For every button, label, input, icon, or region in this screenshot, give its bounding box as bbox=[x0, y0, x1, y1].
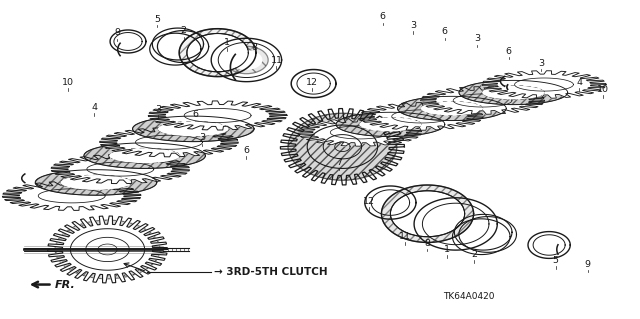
Text: 11: 11 bbox=[271, 56, 282, 65]
Text: 1: 1 bbox=[444, 245, 450, 254]
Text: 2: 2 bbox=[471, 250, 477, 259]
Text: 9: 9 bbox=[584, 260, 591, 269]
Ellipse shape bbox=[483, 85, 544, 100]
Ellipse shape bbox=[420, 101, 483, 115]
Text: 6: 6 bbox=[192, 110, 198, 119]
Polygon shape bbox=[482, 71, 606, 98]
Ellipse shape bbox=[381, 185, 474, 242]
Text: 10: 10 bbox=[62, 78, 74, 87]
Ellipse shape bbox=[288, 113, 397, 180]
Text: 3: 3 bbox=[538, 59, 544, 68]
Ellipse shape bbox=[84, 143, 205, 168]
Ellipse shape bbox=[482, 85, 545, 100]
Text: 1: 1 bbox=[224, 38, 230, 47]
Ellipse shape bbox=[132, 116, 254, 142]
Text: 6: 6 bbox=[243, 146, 250, 155]
Text: 9: 9 bbox=[114, 28, 120, 37]
Ellipse shape bbox=[225, 46, 268, 74]
Ellipse shape bbox=[230, 50, 262, 70]
Polygon shape bbox=[420, 87, 545, 114]
Ellipse shape bbox=[61, 175, 131, 190]
Polygon shape bbox=[48, 216, 167, 283]
Text: 8: 8 bbox=[252, 43, 258, 52]
Polygon shape bbox=[51, 154, 189, 184]
Polygon shape bbox=[359, 103, 483, 130]
Ellipse shape bbox=[61, 175, 131, 190]
Text: FR.: FR. bbox=[55, 279, 76, 290]
Ellipse shape bbox=[187, 33, 248, 72]
Text: 12: 12 bbox=[364, 197, 375, 206]
Text: 10: 10 bbox=[597, 85, 609, 94]
Text: 4: 4 bbox=[576, 78, 582, 87]
Text: 3: 3 bbox=[474, 34, 480, 43]
Text: 4: 4 bbox=[91, 103, 97, 112]
Text: → 3RD-5TH CLUTCH: → 3RD-5TH CLUTCH bbox=[214, 267, 328, 277]
Ellipse shape bbox=[109, 148, 180, 163]
Text: TK64A0420: TK64A0420 bbox=[444, 292, 495, 300]
Ellipse shape bbox=[359, 117, 422, 131]
Polygon shape bbox=[3, 181, 141, 211]
Text: 12: 12 bbox=[307, 78, 318, 87]
Ellipse shape bbox=[158, 122, 228, 136]
Ellipse shape bbox=[179, 29, 256, 77]
Text: 8: 8 bbox=[424, 239, 430, 248]
Ellipse shape bbox=[158, 122, 228, 136]
Text: 6: 6 bbox=[442, 27, 448, 36]
Text: 3: 3 bbox=[410, 21, 416, 30]
Text: 7: 7 bbox=[336, 158, 342, 167]
Text: 5: 5 bbox=[552, 256, 559, 265]
Ellipse shape bbox=[109, 148, 180, 163]
Text: 6: 6 bbox=[380, 12, 386, 21]
Polygon shape bbox=[298, 119, 422, 146]
Ellipse shape bbox=[35, 170, 157, 195]
Ellipse shape bbox=[421, 101, 483, 115]
Text: 11: 11 bbox=[399, 232, 411, 241]
Ellipse shape bbox=[336, 112, 445, 137]
Ellipse shape bbox=[459, 80, 568, 105]
Text: 3: 3 bbox=[199, 133, 205, 142]
Ellipse shape bbox=[55, 220, 160, 279]
Polygon shape bbox=[148, 101, 287, 130]
Text: 6: 6 bbox=[506, 47, 512, 56]
Text: 2: 2 bbox=[180, 26, 187, 35]
Text: 3: 3 bbox=[155, 105, 161, 114]
Polygon shape bbox=[100, 128, 238, 157]
Ellipse shape bbox=[397, 96, 506, 121]
Ellipse shape bbox=[360, 117, 421, 131]
Ellipse shape bbox=[390, 191, 465, 237]
Text: 5: 5 bbox=[154, 15, 160, 24]
